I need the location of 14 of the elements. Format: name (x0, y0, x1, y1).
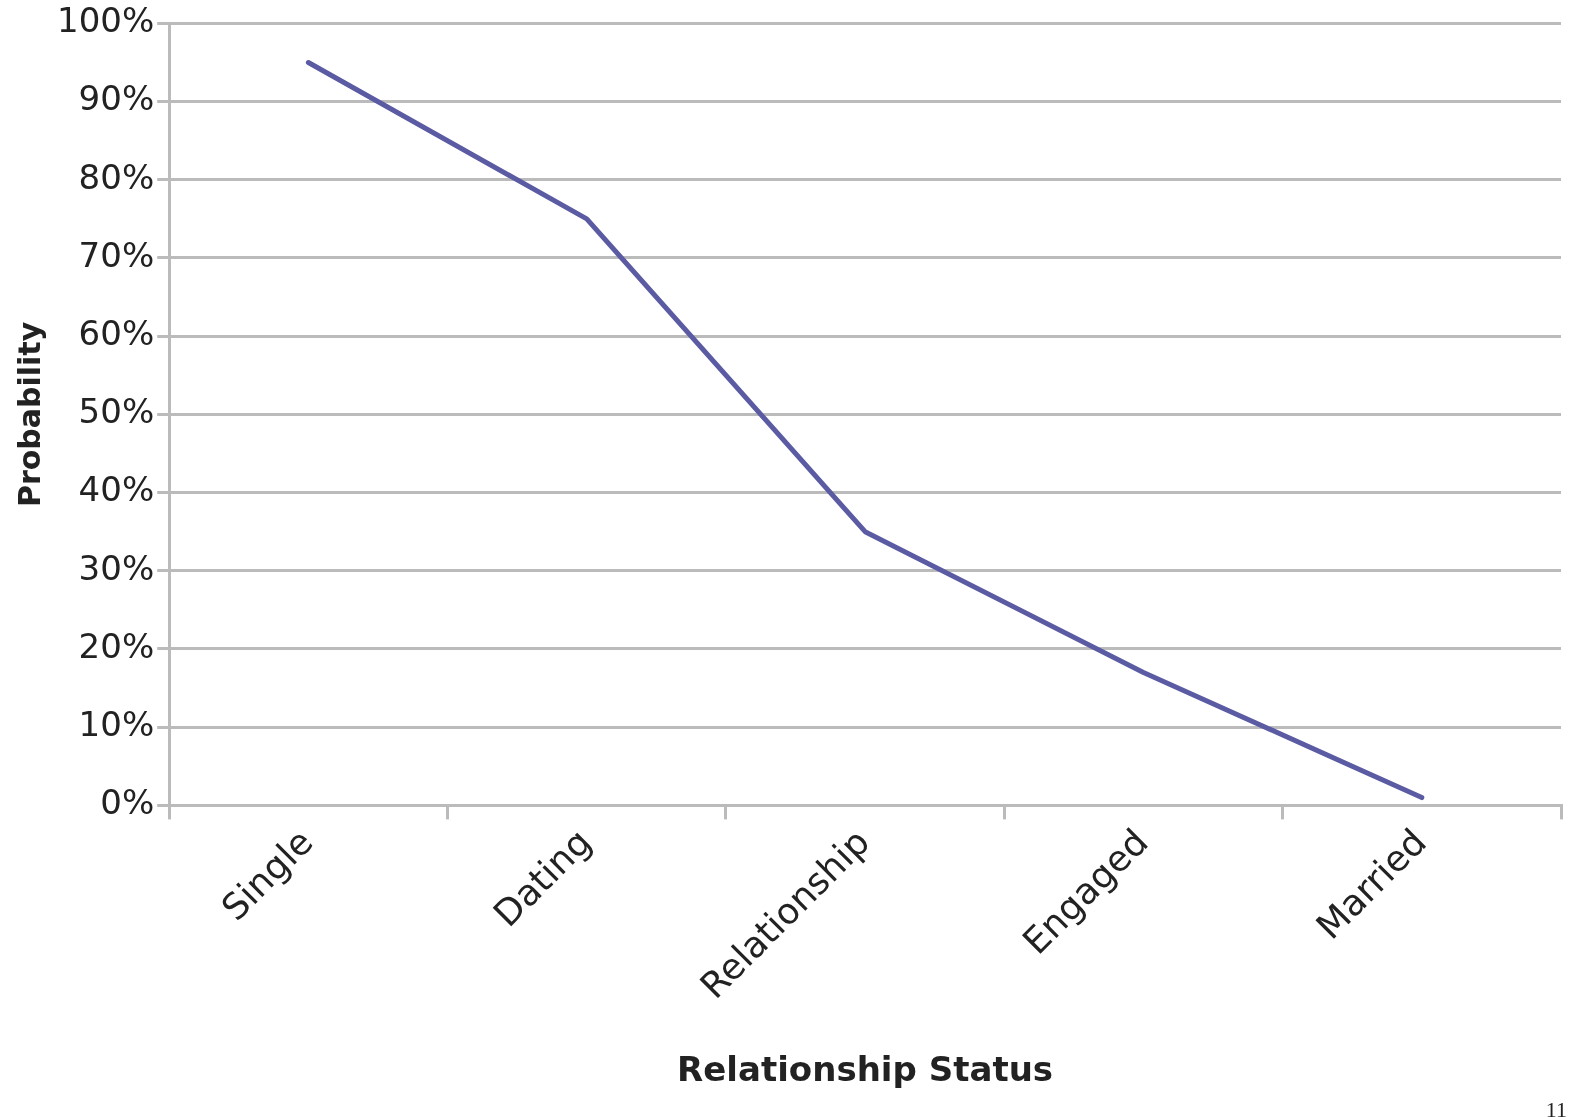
y-tick-label: 80% (78, 156, 155, 197)
text: 11 (1545, 1097, 1567, 1117)
y-axis-title: Probability (11, 321, 47, 508)
x-axis-title: Relationship Status (677, 1049, 1054, 1090)
y-tick-label: 100% (57, 0, 155, 41)
y-tick-label: 60% (78, 313, 155, 354)
y-tick-label: 30% (78, 547, 155, 588)
y-tick-label: 10% (78, 704, 155, 745)
y-tick-label: 90% (78, 78, 155, 119)
y-tick-label: 50% (78, 391, 155, 432)
y-tick-label: 40% (78, 469, 155, 510)
y-tick-label: 0% (100, 782, 155, 823)
y-tick-label: 70% (78, 234, 155, 275)
y-tick-label: 20% (78, 625, 155, 666)
